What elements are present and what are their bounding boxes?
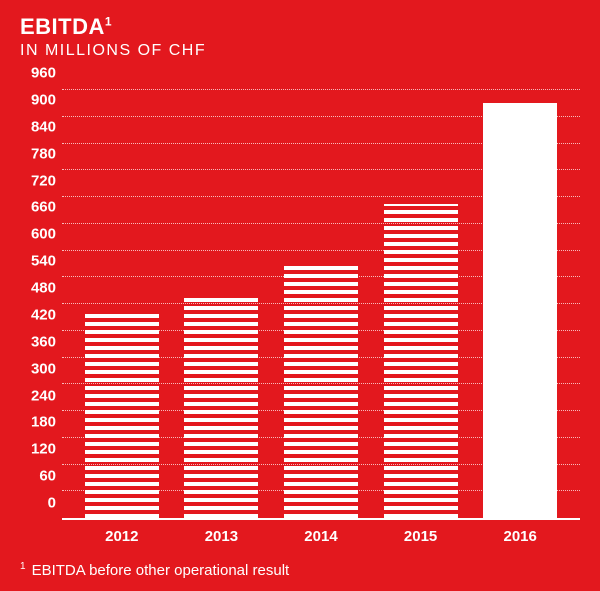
y-tick-label: 180 <box>31 414 56 431</box>
gridline <box>62 169 580 170</box>
x-tick-label: 2014 <box>271 528 371 545</box>
y-axis: 0 60 120 180 240 300 360 420 480 540 600 660 720 780 8… <box>20 90 62 520</box>
y-tick-label: 60 <box>39 468 56 485</box>
footnote: 1 EBITDA before other operational result <box>20 561 289 579</box>
bars-container <box>62 90 580 518</box>
y-tick-label: 720 <box>31 172 56 189</box>
chart-title: EBITDA1 <box>20 14 580 40</box>
x-tick-label: 2015 <box>371 528 471 545</box>
y-tick-label: 420 <box>31 306 56 323</box>
y-tick-label: 900 <box>31 91 56 108</box>
gridline <box>62 490 580 491</box>
gridline <box>62 143 580 144</box>
gridline <box>62 383 580 384</box>
gridline <box>62 330 580 331</box>
y-tick-label: 240 <box>31 387 56 404</box>
bar-slot <box>470 90 570 518</box>
chart-subtitle: IN MILLIONS OF CHF <box>20 42 580 60</box>
y-tick-label: 480 <box>31 280 56 297</box>
y-tick-label: 660 <box>31 199 56 216</box>
gridline <box>62 196 580 197</box>
gridline <box>62 464 580 465</box>
gridline <box>62 437 580 438</box>
gridline <box>62 303 580 304</box>
bar-slot <box>271 90 371 518</box>
bar <box>384 204 458 518</box>
bar <box>184 295 258 518</box>
footnote-text: EBITDA before other operational result <box>32 562 290 579</box>
y-tick-label: 360 <box>31 333 56 350</box>
gridline <box>62 357 580 358</box>
bar-slot <box>72 90 172 518</box>
bar <box>483 103 557 518</box>
y-tick-label: 0 <box>48 495 56 512</box>
y-tick-label: 300 <box>31 360 56 377</box>
title-text: EBITDA <box>20 14 105 39</box>
x-tick-label: 2012 <box>72 528 172 545</box>
gridline <box>62 223 580 224</box>
y-tick-label: 780 <box>31 145 56 162</box>
chart-area: 0 60 120 180 240 300 360 420 480 540 600 660 720 780 8… <box>20 90 580 520</box>
x-axis-labels: 20122013201420152016 <box>62 528 580 545</box>
chart-header: EBITDA1 IN MILLIONS OF CHF <box>0 0 600 66</box>
y-tick-label: 840 <box>31 118 56 135</box>
y-tick-label: 960 <box>31 65 56 82</box>
plot-region <box>62 90 580 520</box>
x-tick-label: 2016 <box>470 528 570 545</box>
gridline <box>62 410 580 411</box>
title-superscript: 1 <box>105 15 112 29</box>
bar-slot <box>172 90 272 518</box>
gridline <box>62 89 580 90</box>
x-tick-label: 2013 <box>172 528 272 545</box>
y-tick-label: 600 <box>31 226 56 243</box>
gridline <box>62 276 580 277</box>
gridline <box>62 250 580 251</box>
footnote-superscript: 1 <box>20 561 26 572</box>
gridline <box>62 116 580 117</box>
bar-slot <box>371 90 471 518</box>
y-tick-label: 120 <box>31 441 56 458</box>
bar <box>85 311 159 518</box>
y-tick-label: 540 <box>31 253 56 270</box>
